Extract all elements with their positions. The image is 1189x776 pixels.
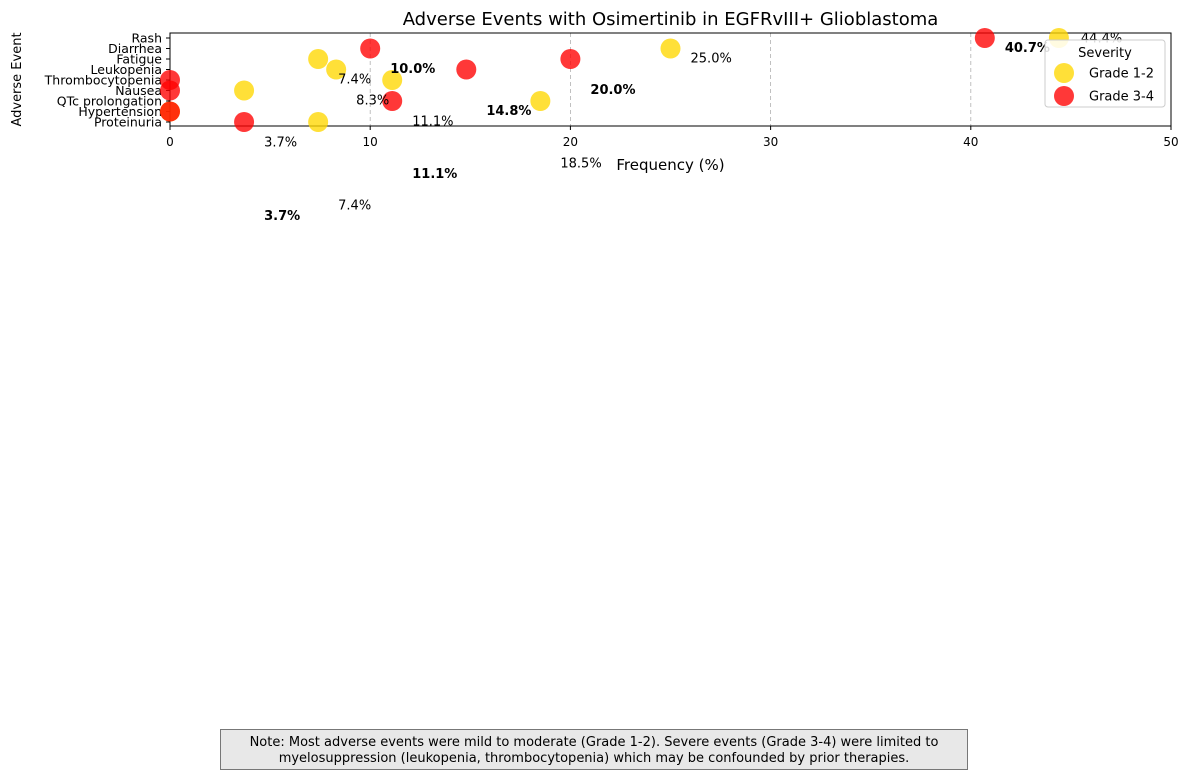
- x-tick-label: 50: [1163, 135, 1178, 149]
- data-label: 11.1%: [412, 167, 457, 182]
- legend-box: [1044, 39, 1166, 108]
- data-label: 7.4%: [338, 72, 371, 87]
- point-grade-1-2: [530, 91, 551, 111]
- chart-title: Adverse Events with Osimertinib in EGFRv…: [403, 9, 939, 30]
- legend-label: Grade 1-2: [1089, 67, 1154, 82]
- data-label: 10.0%: [390, 62, 435, 77]
- legend-marker: [1054, 63, 1074, 83]
- x-axis-label: Frequency (%): [616, 156, 724, 174]
- data-label: 11.1%: [412, 114, 453, 129]
- point-grade-1-2: [660, 38, 681, 59]
- data-label: 8.3%: [356, 93, 389, 108]
- point-grade-3-4: [974, 28, 995, 48]
- data-label: 3.7%: [264, 135, 297, 150]
- legend-label: Grade 3-4: [1089, 90, 1154, 105]
- point-grade-3-4: [560, 49, 581, 69]
- y-tick-label: Rash: [131, 31, 162, 46]
- y-tick-label: Nausea: [115, 83, 162, 98]
- data-label: 25.0%: [691, 51, 732, 66]
- x-tick-label: 10: [363, 135, 378, 149]
- point-grade-1-2: [326, 59, 347, 80]
- data-label: 7.4%: [338, 198, 371, 213]
- x-tick-label: 40: [963, 135, 978, 149]
- point-grade-3-4: [234, 112, 255, 132]
- legend-marker: [1054, 86, 1074, 106]
- point-grade-1-2: [382, 70, 403, 90]
- y-axis-label: Adverse Event: [10, 32, 25, 126]
- y-tick-label: Proteinuria: [94, 115, 162, 130]
- footnote-text: Note: Most adverse events were mild to m…: [249, 735, 939, 766]
- point-grade-3-4: [160, 101, 180, 122]
- point-grade-1-2: [308, 112, 329, 132]
- x-tick-label: 30: [763, 135, 778, 149]
- point-grade-3-4: [160, 80, 180, 101]
- data-label: 40.7%: [1005, 41, 1050, 56]
- data-label: 3.7%: [264, 209, 300, 224]
- y-tick-label: QTc prolongation: [57, 94, 162, 109]
- point-grade-3-4: [456, 59, 477, 80]
- data-label: 20.0%: [590, 83, 635, 98]
- y-tick-label: Fatigue: [116, 52, 162, 67]
- y-tick-label: Diarrhea: [108, 41, 162, 56]
- point-grade-1-2: [308, 49, 329, 69]
- y-tick-label: Leukopenia: [91, 62, 162, 77]
- y-tick-label: Hypertension: [78, 104, 162, 119]
- footnote-box: Note: Most adverse events were mild to m…: [220, 729, 968, 770]
- point-grade-3-4: [360, 38, 381, 59]
- x-tick-label: 0: [166, 135, 174, 149]
- point-grade-1-2: [234, 80, 255, 101]
- y-tick-label: Thrombocytopenia: [44, 73, 162, 88]
- data-label: 18.5%: [560, 156, 601, 171]
- point-grade-3-4: [382, 91, 403, 111]
- x-tick-label: 20: [563, 135, 578, 149]
- legend-title: Severity: [1078, 46, 1132, 61]
- data-label: 14.8%: [486, 104, 531, 119]
